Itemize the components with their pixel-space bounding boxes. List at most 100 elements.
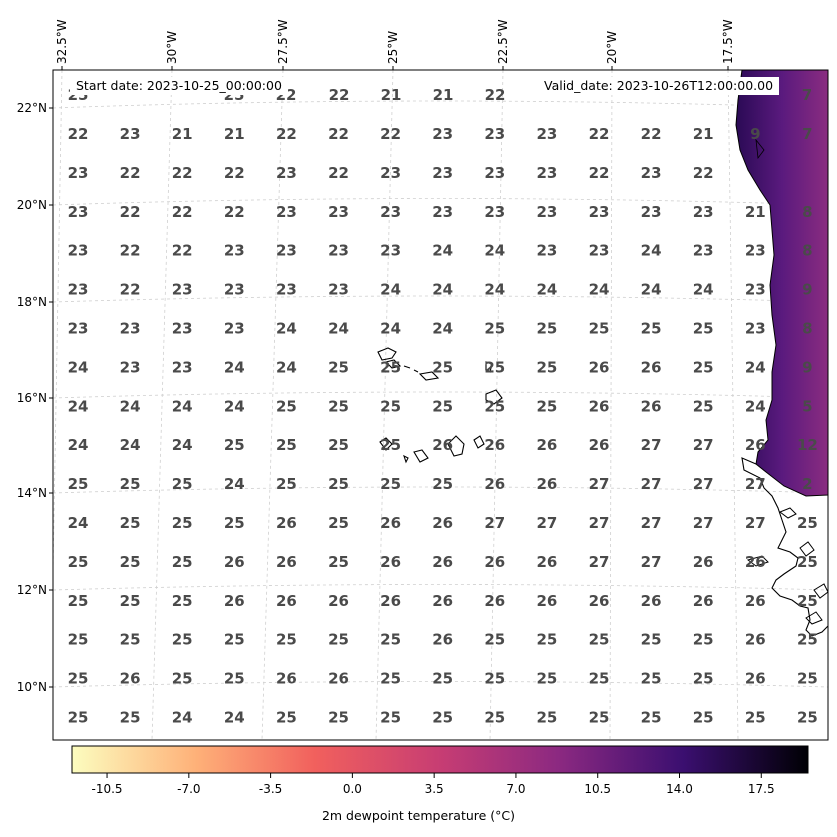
- colorbar-tick-label: 0.0: [343, 782, 362, 796]
- grid-value: 25: [172, 631, 193, 649]
- grid-value: 23: [589, 203, 610, 221]
- grid-value: 23: [276, 203, 297, 221]
- grid-value: 25: [328, 397, 349, 415]
- grid-value: 26: [589, 592, 610, 610]
- lon-label: 17.5°W: [721, 19, 735, 64]
- grid-value: 24: [745, 358, 766, 376]
- grid-value: 25: [68, 592, 89, 610]
- grid-value: 9: [802, 358, 812, 376]
- grid-value: 23: [224, 320, 245, 338]
- grid-value: 25: [745, 709, 766, 727]
- grid-value: 22: [172, 164, 193, 182]
- graticule: [53, 70, 828, 740]
- grid-value: 25: [328, 436, 349, 454]
- grid-value: 26: [224, 592, 245, 610]
- colorbar-tick-label: 17.5: [748, 782, 775, 796]
- grid-value: 25: [797, 514, 818, 532]
- grid-value: 25: [224, 631, 245, 649]
- grid-value: 25: [693, 631, 714, 649]
- grid-value: 22: [172, 203, 193, 221]
- lon-label: 32.5°W: [55, 19, 69, 64]
- grid-value: 23: [328, 281, 349, 299]
- grid-value: 26: [589, 358, 610, 376]
- lat-label: 16°N: [17, 391, 47, 405]
- grid-value: 23: [693, 203, 714, 221]
- grid-value: 25: [380, 670, 401, 688]
- lat-label: 20°N: [17, 198, 47, 212]
- grid-value: 25: [172, 592, 193, 610]
- grid-value: 25: [797, 709, 818, 727]
- grid-value: 25: [380, 709, 401, 727]
- grid-value: 23: [745, 320, 766, 338]
- grid-value: 25: [68, 709, 89, 727]
- grid-value: 25: [328, 631, 349, 649]
- grid-value: 23: [68, 203, 89, 221]
- lon-label: 27.5°W: [276, 19, 290, 64]
- grid-value: 24: [641, 242, 662, 260]
- grid-value: 24: [68, 358, 89, 376]
- grid-value: 23: [68, 164, 89, 182]
- grid-value: 21: [172, 125, 193, 143]
- grid-value: 25: [536, 358, 557, 376]
- grid-value: 24: [276, 320, 297, 338]
- lat-label: 12°N: [17, 583, 47, 597]
- grid-value: 26: [536, 592, 557, 610]
- grid-value: 5: [802, 397, 812, 415]
- grid-value: 25: [432, 670, 453, 688]
- grid-value: 25: [68, 475, 89, 493]
- grid-value: 26: [432, 631, 453, 649]
- grid-value: 25: [276, 709, 297, 727]
- grid-value: 23: [693, 242, 714, 260]
- grid-value: 23: [432, 125, 453, 143]
- grid-value: 25: [328, 709, 349, 727]
- grid-value: 23: [68, 281, 89, 299]
- grid-value: 9: [802, 281, 812, 299]
- grid-value: 26: [536, 553, 557, 571]
- grid-value: 27: [641, 514, 662, 532]
- grid-value: 23: [536, 203, 557, 221]
- grid-value: 23: [120, 320, 141, 338]
- grid-value: 24: [276, 358, 297, 376]
- grid-value: 25: [589, 709, 610, 727]
- grid-value: 24: [380, 320, 401, 338]
- grid-value: 26: [745, 436, 766, 454]
- grid-value: 25: [380, 358, 401, 376]
- grid-value: 22: [120, 242, 141, 260]
- grid-value: 25: [693, 670, 714, 688]
- grid-value: 25: [536, 709, 557, 727]
- colorbar-tick-label: 14.0: [666, 782, 693, 796]
- grid-value: 26: [432, 553, 453, 571]
- grid-value: 8: [802, 242, 812, 260]
- grid-value: 25: [328, 553, 349, 571]
- grid-value: 25: [380, 475, 401, 493]
- grid-value: 24: [172, 709, 193, 727]
- grid-value: 26: [641, 358, 662, 376]
- grid-value: 27: [693, 436, 714, 454]
- grid-value: 27: [745, 475, 766, 493]
- grid-value: 26: [432, 592, 453, 610]
- grid-value: 26: [589, 397, 610, 415]
- grid-value: 25: [120, 475, 141, 493]
- grid-value: 23: [484, 125, 505, 143]
- grid-value: 27: [589, 475, 610, 493]
- grid-value: 25: [432, 397, 453, 415]
- grid-value: 24: [68, 397, 89, 415]
- grid-value: 2: [802, 475, 812, 493]
- grid-value: 23: [380, 242, 401, 260]
- grid-value: 21: [693, 125, 714, 143]
- svg-text:22: 22: [329, 86, 350, 104]
- grid-value: 8: [802, 320, 812, 338]
- grid-value: 25: [641, 709, 662, 727]
- grid-value: 27: [641, 553, 662, 571]
- lat-label: 18°N: [17, 295, 47, 309]
- grid-value: 25: [536, 397, 557, 415]
- grid-value: 25: [120, 514, 141, 532]
- grid-value: 26: [380, 514, 401, 532]
- grid-value: 26: [484, 436, 505, 454]
- lon-label: 30°W: [165, 31, 179, 64]
- grid-value: 25: [328, 514, 349, 532]
- grid-value: 26: [536, 475, 557, 493]
- svg-text:7: 7: [802, 86, 812, 104]
- grid-value: 24: [224, 397, 245, 415]
